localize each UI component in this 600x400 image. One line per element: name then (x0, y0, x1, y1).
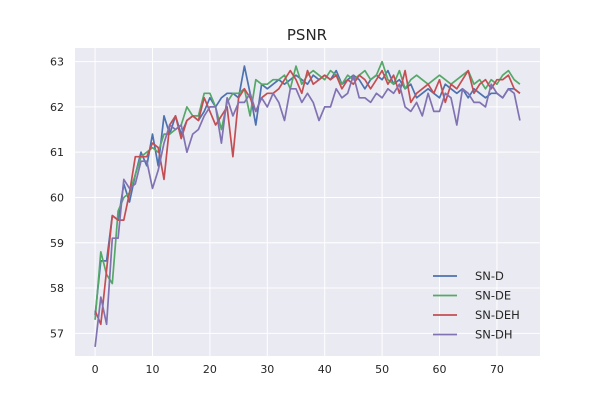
x-tick-label: 50 (375, 363, 389, 376)
y-tick-label: 63 (50, 56, 64, 69)
legend-label: SN-DEH (475, 308, 520, 322)
x-axis-ticks: 0 10 20 30 40 50 60 70 (92, 363, 504, 376)
series-lines (94, 60, 521, 347)
x-tick-label: 30 (260, 363, 274, 376)
legend: SN-D SN-DE SN-DEH SN-DH (433, 269, 520, 342)
legend-label: SN-DE (475, 289, 511, 303)
series-line-sn-de (94, 60, 521, 320)
x-tick-label: 20 (203, 363, 217, 376)
x-tick-label: 40 (318, 363, 332, 376)
y-axis-ticks: 57 58 59 60 61 62 63 (50, 56, 64, 341)
x-tick-label: 60 (433, 363, 447, 376)
x-tick-label: 70 (490, 363, 504, 376)
y-tick-label: 58 (50, 282, 64, 295)
series-line-sn-d (94, 65, 521, 316)
x-tick-label: 0 (92, 363, 99, 376)
y-tick-label: 61 (50, 146, 64, 159)
legend-label: SN-D (475, 269, 504, 283)
series-line-sn-deh (94, 69, 521, 326)
y-tick-label: 59 (50, 237, 64, 250)
y-tick-label: 57 (50, 327, 64, 340)
legend-label: SN-DH (475, 328, 513, 342)
y-tick-label: 62 (50, 101, 64, 114)
x-tick-label: 10 (146, 363, 160, 376)
chart-title: PSNR (287, 26, 327, 44)
series-line-sn-dh (94, 74, 521, 347)
y-tick-label: 60 (50, 191, 64, 204)
